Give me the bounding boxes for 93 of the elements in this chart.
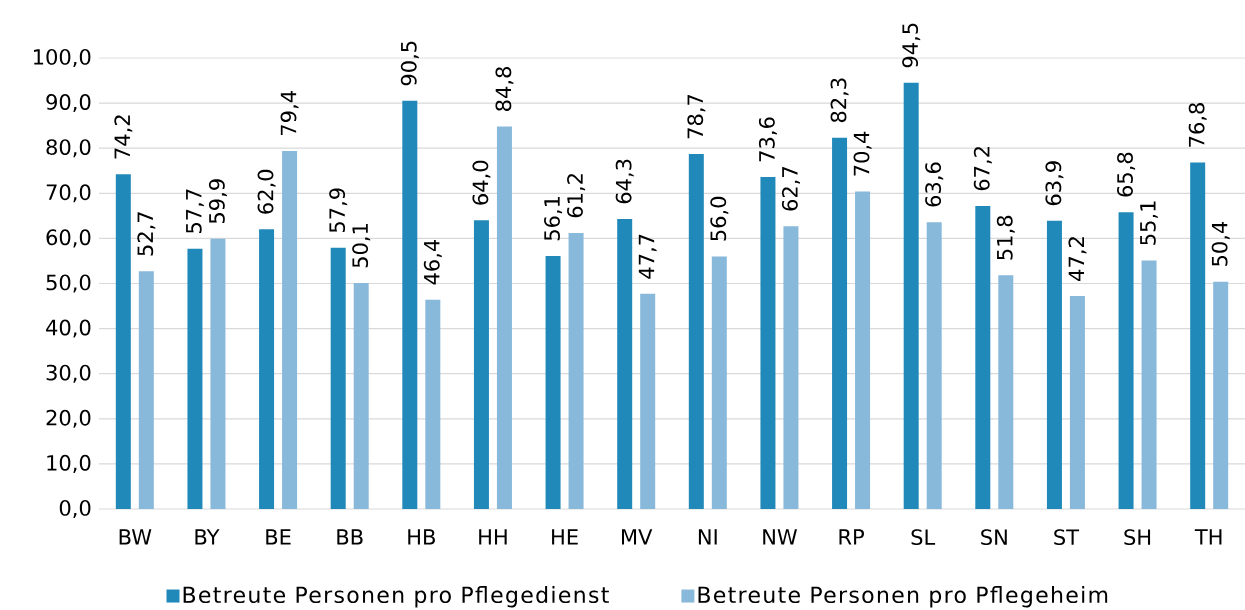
- bar: [496, 126, 512, 509]
- x-tick-label: BB: [337, 529, 363, 545]
- y-tick-label: 10,0: [47, 454, 91, 473]
- bar: [210, 238, 226, 509]
- x-tick-label: HE: [552, 529, 578, 545]
- x-tick-label: BW: [119, 529, 152, 545]
- legend-label: Betreute Personen pro Pflegedienst: [183, 586, 609, 608]
- data-label: 63,9: [1045, 161, 1064, 206]
- bar: [353, 283, 369, 509]
- data-label: 62,7: [781, 167, 800, 211]
- bar: [330, 247, 346, 509]
- y-tick-label: 50,0: [46, 274, 91, 293]
- data-label: 73,6: [758, 117, 777, 162]
- bar: [688, 154, 704, 509]
- data-label: 59,9: [208, 179, 227, 224]
- x-tick-label: MV: [622, 529, 653, 545]
- bar: [1190, 162, 1206, 509]
- data-label: 50,1: [352, 224, 371, 268]
- data-label: 47,7: [638, 234, 657, 279]
- data-label: 90,5: [400, 41, 419, 86]
- y-tick-label: 60,0: [46, 229, 91, 248]
- y-tick-label: 70,0: [46, 184, 91, 203]
- bar: [640, 293, 656, 509]
- bar: [402, 100, 418, 509]
- data-label: 46,4: [423, 239, 442, 285]
- bar: [138, 271, 154, 509]
- x-tick-label: BE: [266, 529, 291, 545]
- x-tick-label: RP: [839, 529, 864, 545]
- bar: [855, 191, 871, 509]
- bar: [1141, 260, 1157, 509]
- x-tick-label: SH: [1124, 529, 1151, 546]
- bar: [187, 248, 203, 509]
- bar: [259, 229, 275, 509]
- bar: [903, 82, 919, 509]
- legend-label: Betreute Personen pro Pflegeheim: [698, 586, 1108, 608]
- bar: [926, 222, 942, 509]
- x-tick-label: NW: [763, 529, 797, 545]
- y-tick-label: 20,0: [46, 409, 91, 428]
- y-tick-label: 30,0: [46, 364, 91, 383]
- data-label: 57,9: [329, 188, 348, 233]
- y-tick-label: 80,0: [46, 139, 91, 158]
- data-label: 63,6: [925, 162, 944, 207]
- x-tick-label: SN: [981, 529, 1007, 546]
- bar: [545, 255, 561, 509]
- data-label: 94,5: [902, 23, 921, 68]
- data-label: 70,4: [853, 131, 872, 176]
- data-label: 57,7: [186, 189, 204, 233]
- bar: [568, 232, 584, 509]
- y-tick-label: 90,0: [46, 94, 91, 113]
- bar: [617, 219, 633, 509]
- data-label: 56,0: [710, 196, 729, 241]
- data-label: 78,7: [687, 94, 706, 139]
- y-tick-label: 40,0: [46, 319, 91, 338]
- data-label: 52,7: [137, 212, 156, 256]
- data-label: 47,2: [1068, 237, 1087, 281]
- bar: [975, 205, 991, 509]
- data-label: 82,3: [830, 78, 849, 123]
- bar: [115, 174, 131, 509]
- bar: [425, 299, 441, 509]
- bar: [473, 220, 489, 509]
- x-tick-label: SL: [911, 529, 936, 546]
- data-label: 61,2: [567, 174, 586, 218]
- bar: [1213, 281, 1229, 509]
- x-tick-label: TH: [1194, 529, 1222, 545]
- bar: [1118, 212, 1134, 509]
- bar: [282, 150, 298, 509]
- x-tick-label: NI: [698, 529, 717, 545]
- data-label: 62,0: [257, 169, 276, 214]
- y-tick-label: 100,0: [34, 48, 91, 68]
- data-label: 55,1: [1140, 201, 1158, 245]
- bar: [998, 275, 1014, 509]
- data-label: 64,0: [472, 160, 491, 205]
- bar: [783, 226, 799, 509]
- x-tick-label: BY: [195, 529, 220, 545]
- x-tick-label: HB: [408, 529, 435, 545]
- data-label: 65,8: [1117, 152, 1136, 197]
- data-label: 79,4: [280, 91, 299, 135]
- data-label: 50,4: [1211, 221, 1230, 266]
- y-tick-label: 0,0: [59, 499, 91, 519]
- data-label: 56,1: [544, 196, 563, 241]
- x-tick-label: ST: [1054, 529, 1080, 546]
- data-label: 74,2: [114, 115, 133, 159]
- bar: [1069, 296, 1085, 509]
- data-label: 64,3: [615, 159, 634, 204]
- data-label: 76,8: [1188, 103, 1207, 147]
- bar: [711, 256, 727, 509]
- x-tick-label: HH: [479, 529, 507, 545]
- bar: [832, 137, 848, 509]
- bar: [1046, 220, 1062, 509]
- data-label: 51,8: [996, 215, 1015, 260]
- data-label: 84,8: [495, 67, 514, 111]
- data-label: 67,2: [973, 147, 992, 191]
- bar: [760, 177, 776, 509]
